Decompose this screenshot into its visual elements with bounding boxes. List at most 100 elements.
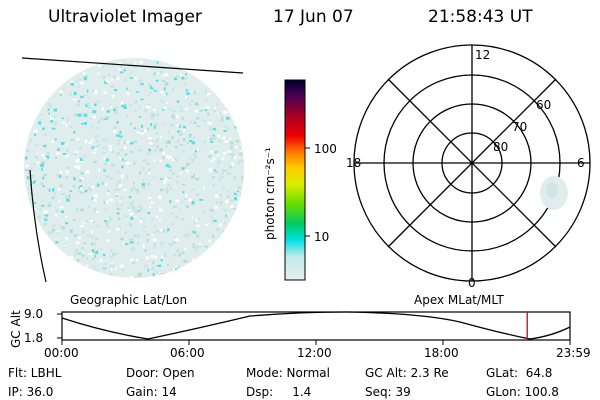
emission-speck — [241, 179, 244, 182]
emission-speck — [148, 141, 152, 144]
emission-speck — [169, 169, 173, 172]
emission-speck — [109, 176, 113, 180]
emission-speck — [226, 126, 229, 131]
emission-speck — [216, 228, 220, 232]
emission-speck — [153, 242, 157, 247]
emission-speck — [178, 253, 182, 257]
emission-speck — [110, 249, 113, 252]
emission-speck — [199, 199, 204, 201]
emission-speck — [119, 157, 122, 160]
emission-speck — [40, 113, 44, 116]
emission-speck — [76, 137, 80, 141]
emission-speck — [43, 173, 47, 177]
emission-speck — [73, 234, 78, 237]
emission-speck — [173, 254, 177, 257]
emission-speck — [155, 229, 158, 233]
emission-speck — [150, 141, 153, 145]
emission-speck — [65, 176, 69, 179]
emission-speck — [45, 155, 50, 159]
emission-speck — [28, 187, 31, 190]
emission-speck — [88, 187, 92, 190]
emission-speck — [33, 133, 37, 136]
emission-speck — [165, 163, 169, 167]
emission-speck — [212, 184, 215, 186]
emission-speck — [45, 216, 48, 220]
emission-speck — [139, 171, 142, 175]
emission-speck — [80, 224, 84, 228]
emission-speck — [182, 150, 185, 153]
emission-speck — [90, 220, 94, 223]
emission-speck — [180, 105, 183, 108]
emission-speck — [149, 85, 152, 90]
emission-speck — [98, 134, 100, 137]
emission-speck — [155, 79, 159, 82]
emission-speck — [115, 203, 118, 206]
emission-speck — [156, 145, 159, 149]
emission-speck — [141, 124, 143, 128]
emission-speck — [172, 109, 176, 113]
emission-speck — [117, 139, 121, 143]
emission-speck — [133, 163, 136, 165]
emission-speck — [117, 188, 120, 192]
emission-speck — [154, 149, 158, 152]
emission-speck — [195, 218, 198, 222]
emission-speck — [92, 221, 95, 223]
emission-speck — [199, 243, 202, 245]
emission-speck — [139, 81, 144, 84]
emission-speck — [87, 106, 92, 109]
emission-speck — [142, 225, 146, 228]
emission-speck — [73, 131, 76, 134]
emission-speck — [146, 234, 150, 236]
emission-speck — [54, 192, 56, 195]
emission-speck — [125, 161, 130, 165]
emission-speck — [112, 252, 115, 256]
emission-speck — [95, 126, 100, 129]
emission-speck — [188, 161, 191, 165]
emission-speck — [222, 231, 225, 234]
emission-speck — [222, 136, 226, 139]
emission-speck — [185, 169, 189, 173]
emission-speck — [121, 269, 125, 271]
emission-speck — [203, 140, 206, 144]
emission-speck — [134, 61, 137, 65]
emission-speck — [126, 87, 128, 90]
emission-speck — [141, 182, 145, 187]
emission-speck — [41, 168, 44, 171]
emission-speck — [148, 168, 151, 171]
emission-speck — [126, 176, 129, 180]
emission-speck — [174, 268, 179, 271]
emission-speck — [156, 61, 159, 64]
emission-speck — [103, 263, 107, 265]
emission-speck — [119, 200, 121, 203]
emission-speck — [166, 177, 171, 179]
emission-speck — [160, 100, 164, 103]
emission-speck — [123, 68, 126, 72]
emission-speck — [230, 141, 234, 145]
altitude-ytick-1-8: 1.8 — [24, 331, 44, 345]
emission-speck — [224, 213, 228, 218]
emission-speck — [96, 72, 100, 75]
emission-speck — [80, 208, 84, 212]
emission-speck — [113, 125, 117, 129]
emission-speck — [92, 115, 96, 119]
emission-speck — [160, 136, 163, 139]
emission-speck — [239, 159, 244, 162]
emission-speck — [158, 231, 162, 233]
emission-speck — [179, 124, 181, 128]
emission-speck — [34, 156, 39, 159]
emission-speck — [80, 177, 84, 180]
emission-speck — [227, 195, 230, 198]
emission-speck — [174, 158, 177, 161]
emission-speck — [163, 106, 166, 110]
emission-speck — [112, 75, 116, 79]
emission-speck — [80, 171, 84, 175]
emission-speck — [180, 73, 183, 77]
emission-speck — [237, 195, 239, 198]
emission-speck — [126, 174, 129, 178]
emission-speck — [94, 134, 97, 139]
emission-speck — [33, 202, 37, 204]
emission-speck — [116, 142, 120, 145]
emission-speck — [154, 256, 158, 259]
emission-speck — [171, 172, 175, 176]
emission-speck — [219, 139, 221, 143]
